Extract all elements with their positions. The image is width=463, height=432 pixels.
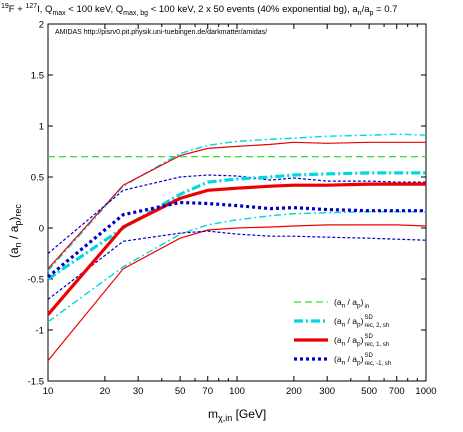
title-text-3: < 100 keV, Q	[66, 4, 123, 15]
legend-sup-sd2: SD	[364, 315, 373, 321]
axis-ticks: 10 20 30 50 70 100 200 300 500 700 1000-1.5-1-0.50…	[28, 20, 437, 398]
title-sub-2: max, bg	[123, 10, 148, 17]
series-sdm1-upper-bound	[47, 174, 426, 254]
title-text-5: /a	[362, 4, 371, 15]
y-tick-label: -1.5	[28, 377, 44, 388]
x-tick-label: 100	[229, 386, 245, 397]
series-sd1-upper-bound	[47, 141, 426, 270]
y-axis-label: (an / ap)rec	[7, 204, 23, 258]
x-tick-label: 30	[133, 386, 144, 397]
x-tick-label: 70	[202, 386, 213, 397]
series-sdm1-line	[46, 200, 426, 279]
legend-label-sdm1: (an / ap)	[334, 354, 364, 367]
title-text-1: F +	[9, 4, 26, 15]
svg-text:(an / ap)rec: (an / ap)rec	[7, 204, 23, 258]
y-tick-label: 1	[39, 122, 44, 133]
x-tick-label: 1000	[415, 386, 436, 397]
ylabel-mid: / a	[7, 225, 21, 242]
series-sdm1-lower-bound	[47, 230, 427, 300]
title-sub-3: n	[358, 10, 362, 17]
title-sup-1: 19	[1, 3, 9, 10]
title-sub-4: p	[370, 10, 374, 17]
x-tick-label: 20	[100, 386, 111, 397]
x-tick-label: 300	[319, 386, 335, 397]
y-tick-label: 0.5	[31, 173, 44, 184]
x-axis-label: mχ,in [GeV]	[208, 407, 266, 423]
legend-sub-sdm1: rec, -1, sh	[364, 361, 391, 367]
ylabel-sub-3: rec	[13, 204, 23, 217]
x-tick-label: 50	[175, 386, 186, 397]
x-tick-label: 200	[286, 386, 302, 397]
title-text-6: = 0.7	[373, 4, 397, 15]
legend-label-in: (an / ap)	[334, 297, 364, 310]
ylabel-sub-1: n	[13, 242, 23, 247]
svg-text:19F + 127I, Qmax < 100 keV, Qm: 19F + 127I, Qmax < 100 keV, Qmax, bg < 1…	[1, 3, 397, 17]
x-tick-label: 700	[389, 386, 405, 397]
title-text-4: < 100 keV, 2 x 50 events (40% exponentia…	[148, 4, 358, 15]
xlabel-sub: χ,in	[218, 413, 232, 423]
series-sd2-line	[47, 171, 426, 281]
series-sd2-upper-bound	[47, 133, 427, 272]
y-tick-label: -1	[36, 326, 44, 337]
xlabel-unit: [GeV]	[232, 407, 266, 421]
series-sd2-lower-bound	[47, 211, 426, 323]
credit-text: AMIDAS http://pisrv0.pit.physik.uni-tueb…	[55, 29, 267, 36]
legend-sup-sd1: SD	[364, 334, 373, 340]
x-tick-label: 500	[361, 386, 377, 397]
legend-sub-sd1: rec, 1, sh	[364, 342, 389, 348]
series-sd1-lower-bound	[47, 224, 427, 361]
x-tick-label: 10	[43, 386, 54, 397]
series-sd1-line	[46, 182, 426, 316]
xlabel-main: m	[208, 407, 218, 421]
svg-text:mχ,in [GeV]: mχ,in [GeV]	[208, 407, 266, 423]
y-tick-label: 1.5	[31, 71, 44, 82]
legend-label-sd1: (an / ap)	[334, 335, 364, 348]
ylabel-sub-2: p	[13, 221, 23, 226]
ylabel-end: )	[7, 217, 21, 221]
legend-sub-in: in	[364, 304, 369, 310]
title-text-2: I, Q	[37, 4, 52, 15]
y-tick-label: -0.5	[28, 275, 44, 286]
series-layer	[46, 133, 427, 361]
y-tick-label: 2	[39, 20, 44, 31]
chart-title: 19F + 127I, Qmax < 100 keV, Qmax, bg < 1…	[1, 3, 397, 17]
title-sup-2: 127	[25, 3, 37, 10]
legend-label-sd2: (an / ap)	[334, 316, 364, 329]
title-sub-1: max	[52, 10, 66, 17]
y-tick-label: 0	[39, 224, 44, 235]
legend-sub-sd2: rec, 2, sh	[364, 323, 389, 329]
legend-sup-sdm1: SD	[364, 353, 373, 359]
ylabel-main: (a	[7, 247, 21, 258]
